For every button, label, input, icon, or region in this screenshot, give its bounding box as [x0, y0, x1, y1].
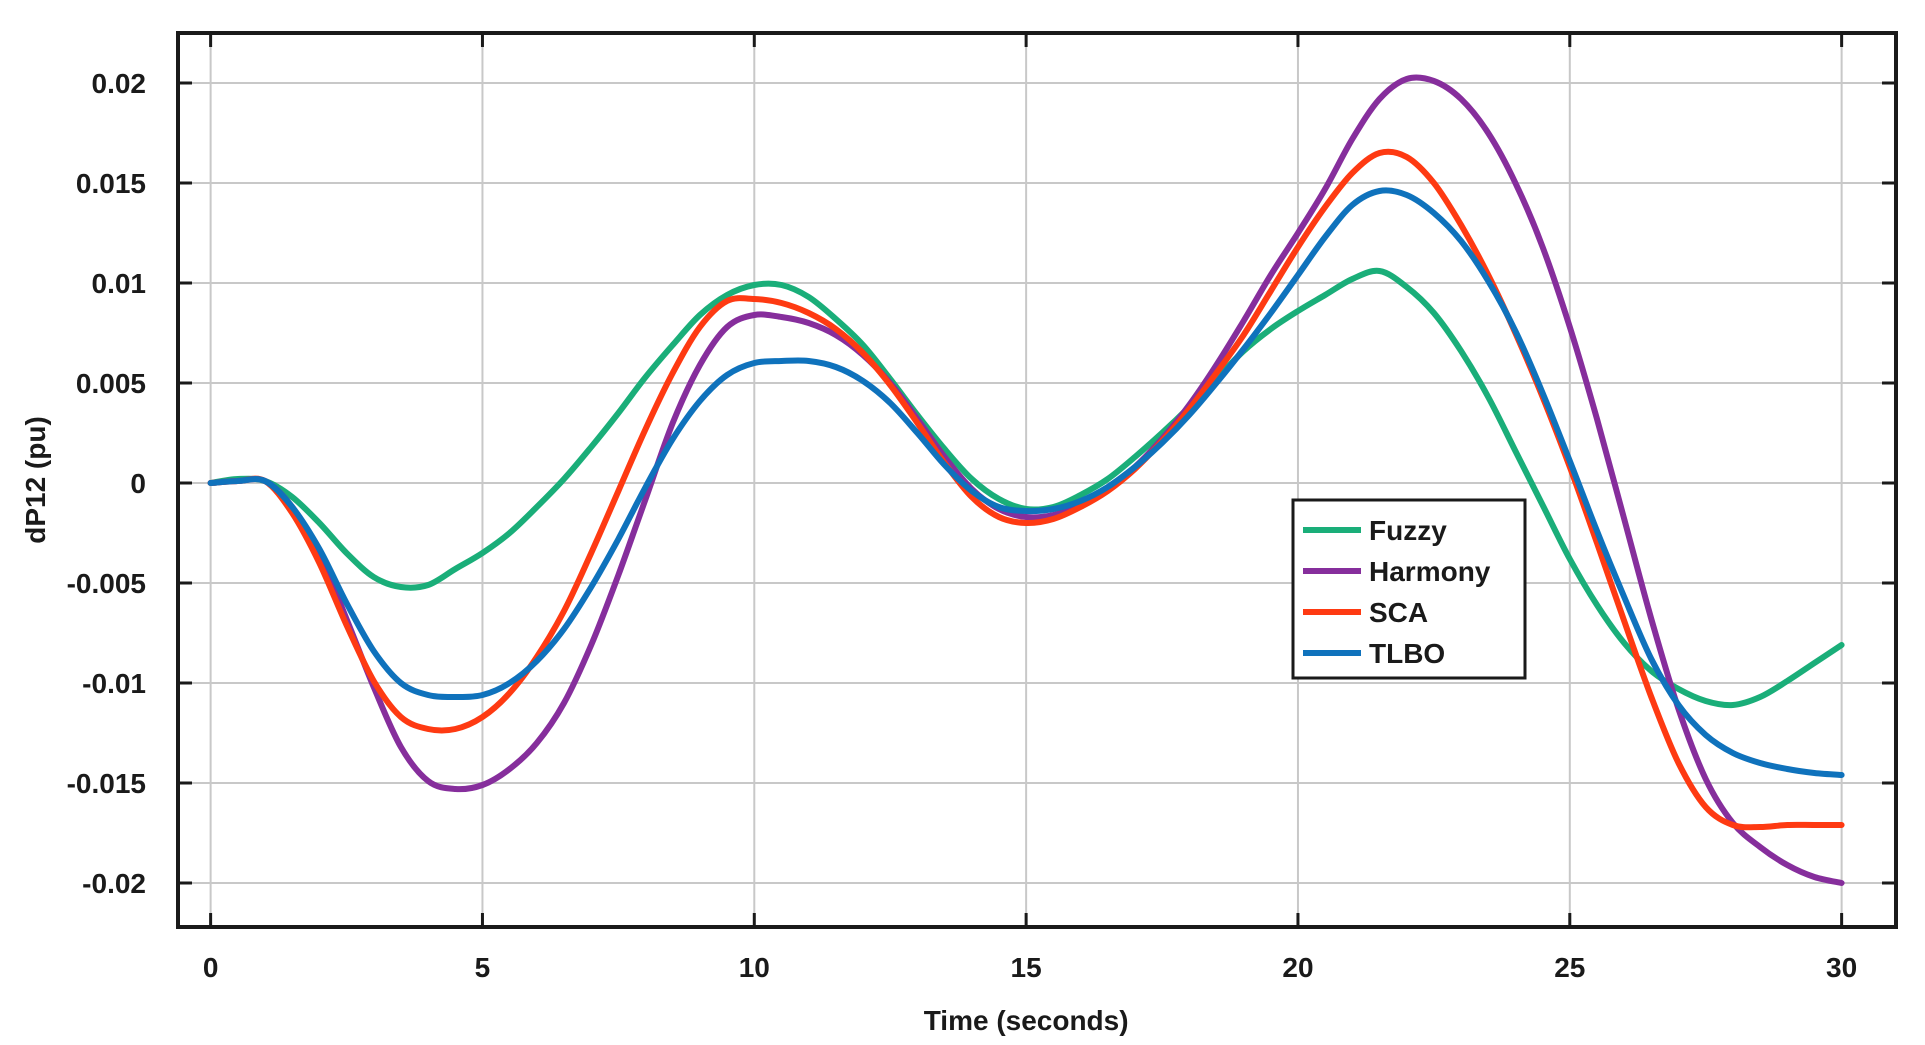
y-tick-label: -0.015 — [67, 768, 146, 799]
y-axis-label: dP12 (pu) — [20, 416, 51, 544]
series-lines — [207, 74, 1845, 886]
x-axis-label: Time (seconds) — [924, 1005, 1129, 1036]
axis-ticks — [178, 33, 1896, 927]
series-line-tlbo — [207, 187, 1845, 778]
plot-area — [178, 33, 1896, 927]
y-tick-label: 0 — [130, 468, 146, 499]
x-tick-label: 20 — [1282, 952, 1313, 983]
y-tick-label: -0.01 — [82, 668, 146, 699]
y-tick-label: 0.01 — [92, 268, 147, 299]
y-tick-label: 0.02 — [92, 68, 147, 99]
x-tick-label: 15 — [1011, 952, 1042, 983]
legend-label-tlbo: TLBO — [1369, 638, 1445, 669]
y-tick-label: 0.015 — [76, 168, 146, 199]
y-tick-label: -0.02 — [82, 868, 146, 899]
series-line-harmony — [207, 74, 1845, 886]
y-tick-label: 0.005 — [76, 368, 146, 399]
x-tick-labels: 0 5 10 15 20 25 30 — [203, 952, 1857, 983]
plot-frame — [176, 31, 1898, 929]
x-tick-label: 10 — [739, 952, 770, 983]
legend: Fuzzy Harmony SCA TLBO — [1291, 498, 1527, 680]
y-tick-label: -0.005 — [67, 568, 146, 599]
x-tick-label: 0 — [203, 952, 219, 983]
legend-label-harmony: Harmony — [1369, 556, 1491, 587]
x-tick-label: 30 — [1826, 952, 1857, 983]
legend-label-fuzzy: Fuzzy — [1369, 515, 1447, 546]
x-tick-label: 25 — [1554, 952, 1585, 983]
legend-label-sca: SCA — [1369, 597, 1428, 628]
x-tick-label: 5 — [475, 952, 491, 983]
y-tick-labels: 0.02 0.015 0.01 0.005 0 -0.005 -0.01 -0.015 -0.0… — [67, 68, 146, 899]
